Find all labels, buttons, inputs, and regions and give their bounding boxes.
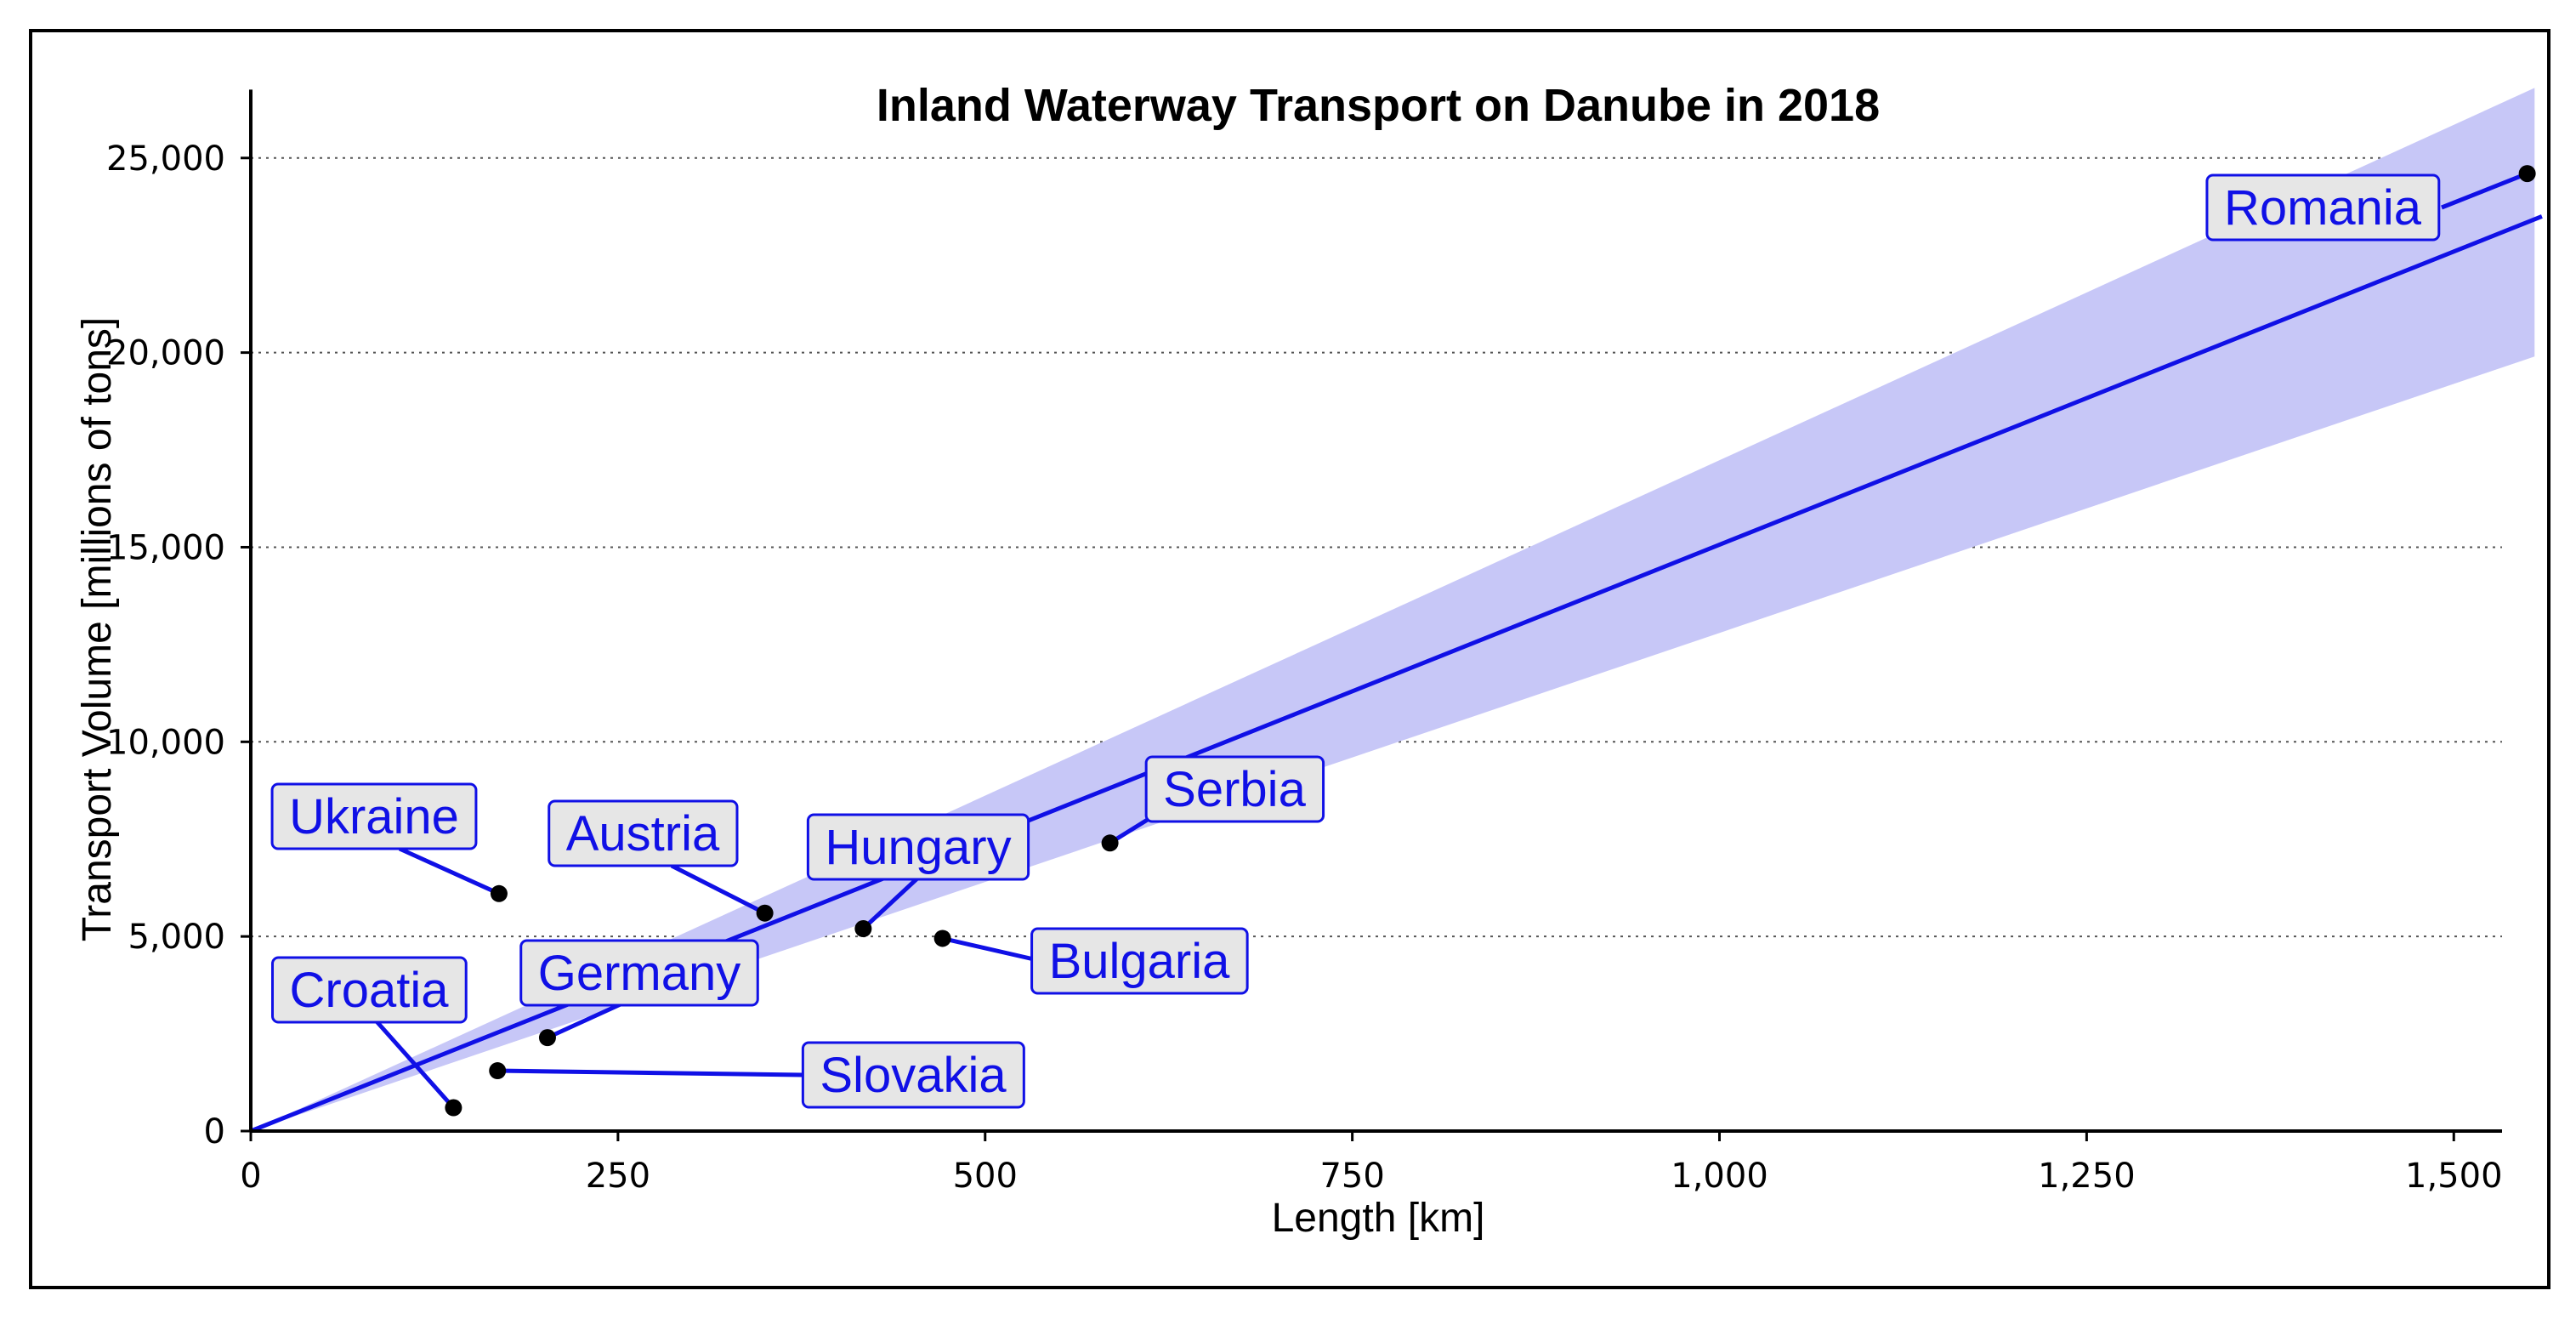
label-slovakia: Slovakia	[803, 1043, 1024, 1107]
label-text-bulgaria: Bulgaria	[1049, 934, 1231, 989]
x-axis-label: Length [km]	[1272, 1196, 1485, 1241]
y-tick-label-20000: 20,000	[106, 334, 225, 373]
label-text-ukraine: Ukraine	[289, 789, 459, 844]
x-tick-label-1000: 1,000	[1671, 1157, 1768, 1196]
x-tick-label-1250: 1,250	[2038, 1157, 2136, 1196]
x-tick-label-500: 500	[953, 1157, 1018, 1196]
label-text-austria: Austria	[566, 806, 720, 861]
data-point-hungary	[854, 920, 871, 937]
x-tick-label-750: 750	[1319, 1157, 1384, 1196]
data-point-bulgaria	[934, 930, 951, 947]
x-tick-label-1500: 1,500	[2405, 1157, 2503, 1196]
label-text-romania: Romania	[2224, 180, 2422, 236]
label-text-serbia: Serbia	[1163, 762, 1306, 817]
label-croatia: Croatia	[273, 958, 467, 1022]
y-axis-label: Transport Volume [millions of tons]	[75, 317, 120, 942]
label-text-croatia: Croatia	[290, 963, 450, 1018]
label-bulgaria: Bulgaria	[1032, 929, 1248, 993]
x-tick-label-0: 0	[240, 1157, 261, 1196]
data-point-germany	[539, 1029, 556, 1046]
data-point-romania	[2519, 165, 2536, 182]
label-serbia: Serbia	[1146, 757, 1323, 822]
y-tick-label-5000: 5,000	[128, 918, 225, 957]
label-hungary: Hungary	[808, 815, 1028, 879]
x-tick-label-250: 250	[586, 1157, 650, 1196]
data-point-croatia	[445, 1100, 462, 1117]
label-romania: Romania	[2207, 175, 2439, 240]
y-tick-label-0: 0	[204, 1112, 225, 1151]
data-point-ukraine	[491, 885, 508, 902]
label-text-slovakia: Slovakia	[820, 1048, 1007, 1103]
chart-title: Inland Waterway Transport on Danube in 2…	[877, 80, 1880, 131]
data-point-austria	[757, 905, 774, 922]
y-tick-label-15000: 15,000	[106, 528, 225, 567]
data-point-slovakia	[489, 1062, 506, 1079]
y-tick-label-25000: 25,000	[106, 139, 225, 179]
label-text-germany: Germany	[538, 946, 741, 1001]
label-text-hungary: Hungary	[825, 820, 1011, 875]
label-austria: Austria	[549, 801, 737, 866]
chart: Inland Waterway Transport on Danube in 2…	[0, 0, 2576, 1319]
data-point-serbia	[1102, 834, 1119, 851]
label-ukraine: Ukraine	[272, 784, 476, 849]
y-tick-label-10000: 10,000	[106, 723, 225, 762]
label-germany: Germany	[521, 941, 758, 1005]
